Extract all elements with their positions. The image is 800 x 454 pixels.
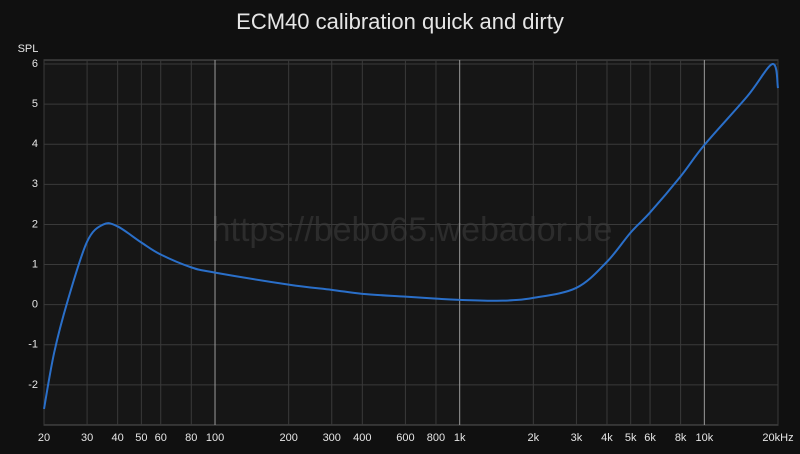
x-tick-label: 2k bbox=[528, 432, 540, 444]
x-tick-label: 80 bbox=[185, 432, 197, 444]
x-tick-label: 100 bbox=[206, 432, 224, 444]
y-tick-label: 6 bbox=[32, 58, 38, 70]
x-tick-label: 60 bbox=[155, 432, 167, 444]
x-tick-label: 20 bbox=[38, 432, 50, 444]
x-tick-label: 4k bbox=[601, 432, 613, 444]
x-tick-label: 50 bbox=[135, 432, 147, 444]
x-tick-label: 400 bbox=[353, 432, 371, 444]
x-tick-label: 200 bbox=[279, 432, 297, 444]
y-tick-label: 4 bbox=[32, 138, 38, 150]
y-tick-label: -1 bbox=[28, 339, 38, 351]
plot-area bbox=[43, 59, 779, 426]
x-tick-label: 300 bbox=[323, 432, 341, 444]
y-tick-label: 0 bbox=[32, 299, 38, 311]
y-tick-label: 1 bbox=[32, 258, 38, 270]
series-line bbox=[43, 63, 779, 410]
x-tick-label: 10k bbox=[695, 432, 713, 444]
y-tick-label: 3 bbox=[32, 178, 38, 190]
x-tick-label: 20kHz bbox=[762, 432, 793, 444]
x-tick-label: 8k bbox=[675, 432, 687, 444]
x-tick-label: 3k bbox=[571, 432, 583, 444]
x-tick-label: 600 bbox=[396, 432, 414, 444]
chart-title: ECM40 calibration quick and dirty bbox=[236, 9, 564, 34]
watermark: https://bebo65.webador.de bbox=[212, 211, 613, 249]
x-tick-label: 30 bbox=[81, 432, 93, 444]
x-tick-label: 800 bbox=[427, 432, 445, 444]
y-tick-label: -2 bbox=[28, 379, 38, 391]
x-tick-label: 5k bbox=[625, 432, 637, 444]
y-axis-label: SPL bbox=[18, 43, 39, 55]
y-tick-label: 5 bbox=[32, 98, 38, 110]
x-tick-label: 1k bbox=[454, 432, 466, 444]
x-tick-label: 40 bbox=[112, 432, 124, 444]
y-tick-label: 2 bbox=[32, 218, 38, 230]
x-tick-label: 6k bbox=[644, 432, 656, 444]
